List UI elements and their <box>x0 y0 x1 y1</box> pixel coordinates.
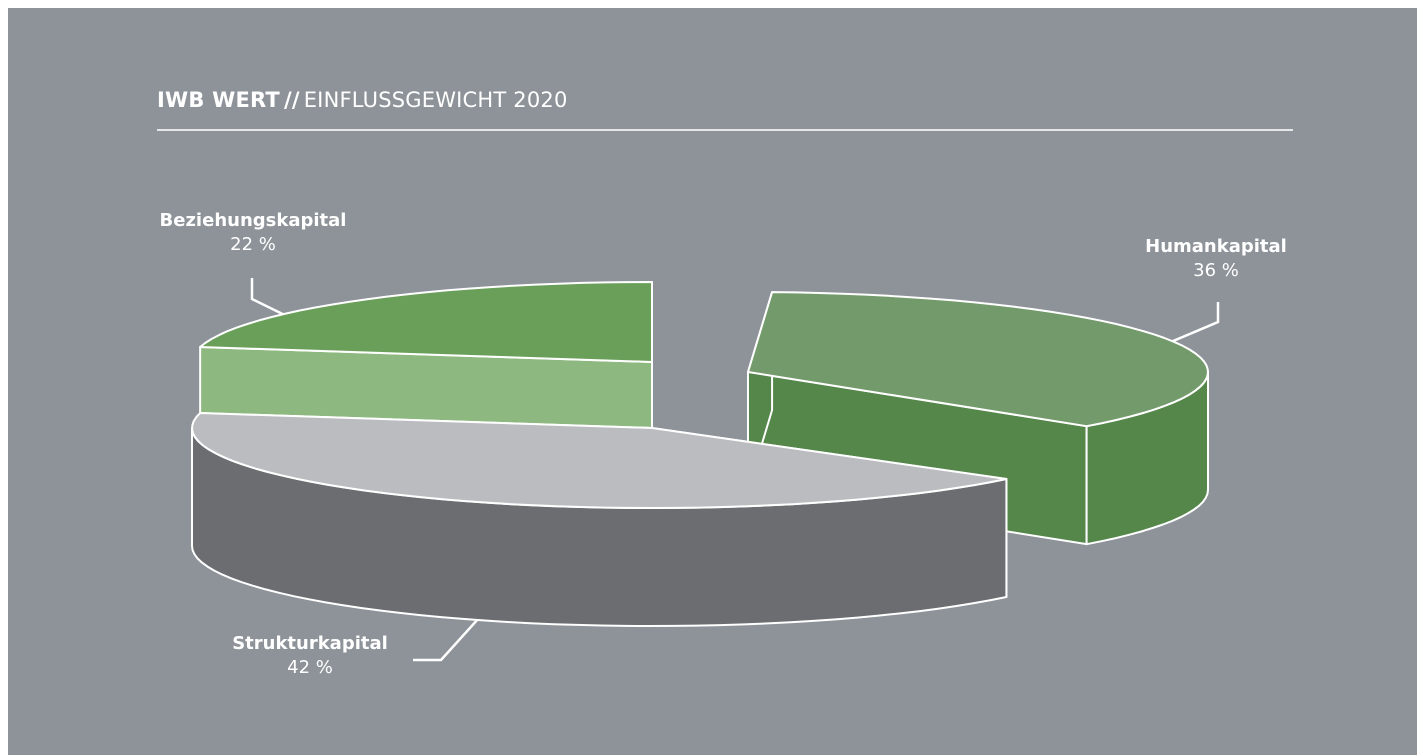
slice-name: Beziehungskapital <box>159 210 347 231</box>
slice-top <box>747 291 1209 428</box>
slice-top <box>199 281 653 363</box>
pie-slice-strukturkapital <box>191 412 1008 627</box>
slice-label-beziehungskapital: Beziehungskapital 22 % <box>143 209 363 257</box>
title-strong: IWB WERT <box>157 88 280 112</box>
title-divider <box>157 129 1293 131</box>
slice-value: 36 % <box>1193 260 1239 281</box>
title-slashes: // <box>283 88 300 112</box>
slice-label-strukturkapital: Strukturkapital 42 % <box>210 632 410 680</box>
slice-top <box>191 412 1008 509</box>
slice-value: 22 % <box>230 234 276 255</box>
pie-wedges <box>191 281 1209 627</box>
slice-name: Strukturkapital <box>232 633 388 654</box>
slice-value: 42 % <box>287 657 333 678</box>
slice-name: Humankapital <box>1145 236 1287 257</box>
slice-label-humankapital: Humankapital 36 % <box>1116 235 1316 283</box>
chart-title: IWB WERT//EINFLUSSGEWICHT 2020 <box>157 88 568 112</box>
title-subtitle: EINFLUSSGEWICHT 2020 <box>303 88 568 112</box>
